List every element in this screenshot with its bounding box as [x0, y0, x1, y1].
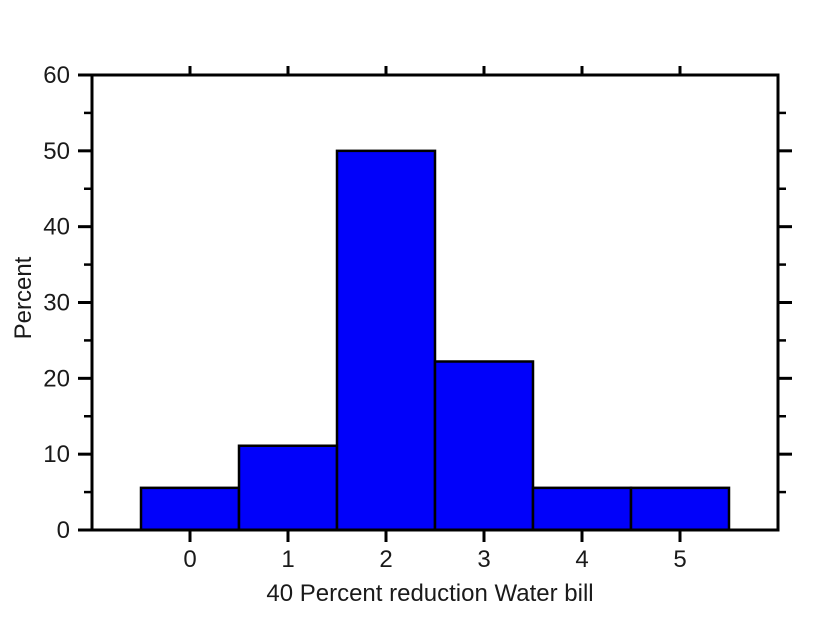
y-tick-label-50: 50	[43, 138, 70, 165]
bars-group	[139, 149, 731, 532]
tick-labels-group: 0 10 20 30 40 50 60 0 1 2 3 4 5	[43, 62, 686, 573]
bar-5	[629, 486, 731, 532]
y-tick-label-40: 40	[43, 214, 70, 241]
bar-4	[531, 486, 633, 532]
x-axis-title: 40 Percent reduction Water bill	[266, 580, 593, 607]
axes-group	[78, 66, 792, 542]
y-tick-label-20: 20	[43, 365, 70, 392]
x-tick-label-1: 1	[281, 546, 294, 573]
y-tick-label-30: 30	[43, 290, 70, 317]
bar-2	[335, 149, 437, 532]
y-axis-title: Percent	[10, 256, 37, 339]
x-tick-label-5: 5	[673, 546, 686, 573]
y-tick-label-0: 0	[57, 517, 70, 544]
bar-0	[139, 486, 241, 532]
x-tick-label-0: 0	[183, 546, 196, 573]
x-tick-label-3: 3	[477, 546, 490, 573]
x-tick-label-2: 2	[379, 546, 392, 573]
bar-1	[237, 444, 339, 532]
y-tick-label-60: 60	[43, 62, 70, 89]
y-tick-label-10: 10	[43, 441, 70, 468]
x-tick-label-4: 4	[575, 546, 588, 573]
bar-3	[433, 360, 535, 532]
